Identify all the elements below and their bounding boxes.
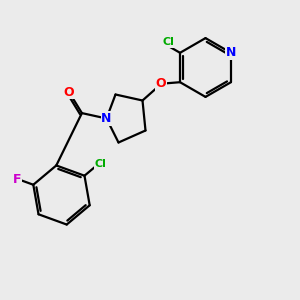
Text: F: F <box>13 173 22 186</box>
Text: Cl: Cl <box>94 159 106 169</box>
Text: O: O <box>155 77 166 90</box>
Text: N: N <box>226 46 236 59</box>
Text: N: N <box>101 112 112 125</box>
Text: O: O <box>64 85 74 99</box>
Text: Cl: Cl <box>162 37 174 47</box>
